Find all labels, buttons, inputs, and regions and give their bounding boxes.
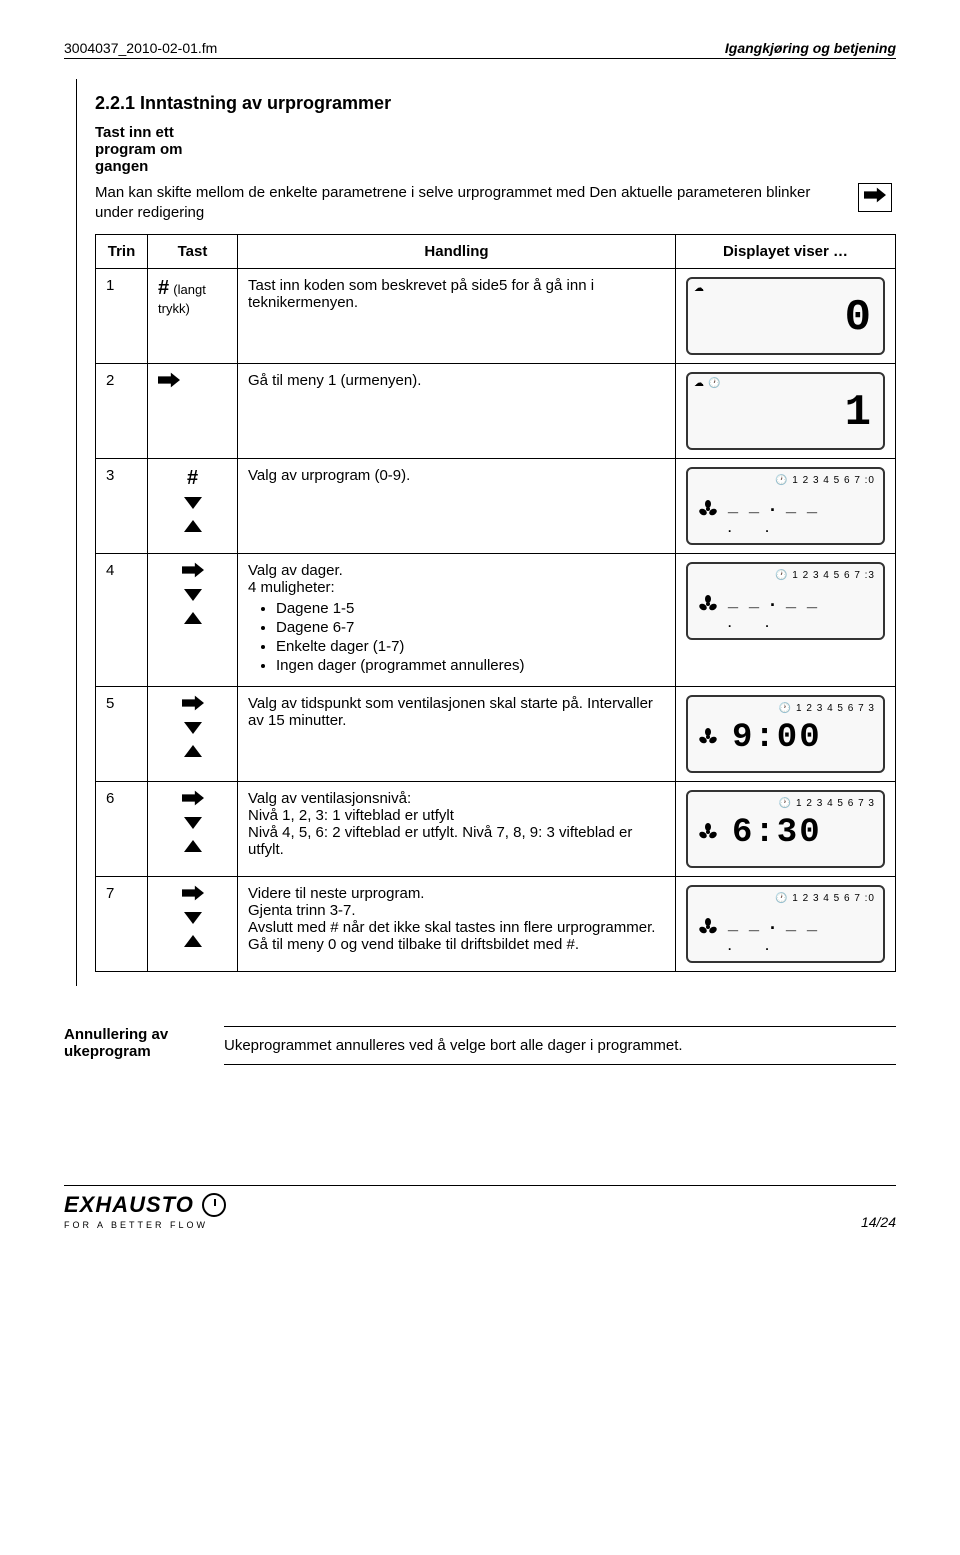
triangle-up-icon — [184, 744, 202, 761]
col-tast: Tast — [148, 234, 238, 268]
triangle-down-icon — [184, 911, 202, 928]
sub-label-line1: Tast inn ett — [95, 124, 896, 141]
display-cell: 🕐 1 2 3 4 5 6 7 :0_ _ . _ _. . — [676, 458, 896, 553]
page-number: 14/24 — [861, 1214, 896, 1230]
handling-cell: Tast inn koden som beskrevet på side5 fo… — [238, 268, 676, 363]
lcd-display: 🕐 1 2 3 4 5 6 7 39:00 — [686, 695, 885, 773]
table-row: 7 Videre til neste urprogram. Gjenta trin… — [96, 876, 896, 971]
handling-cell: Gå til meny 1 (urmenyen). — [238, 363, 676, 458]
table-row: 4Valg av dager.4 muligheter:Dagene 1-5Da… — [96, 553, 896, 686]
triangle-up-icon — [184, 519, 202, 536]
handling-cell: Videre til neste urprogram. Gjenta trinn… — [238, 876, 676, 971]
header-rule — [64, 58, 896, 59]
triangle-up-icon — [184, 611, 202, 628]
triangle-up-icon — [184, 839, 202, 856]
footer-logo: EXHAUSTO FOR A BETTER FLOW — [64, 1192, 226, 1230]
arrow-right-icon — [158, 375, 180, 392]
display-cell: ☁0 — [676, 268, 896, 363]
col-trin: Trin — [96, 234, 148, 268]
trin-cell: 6 — [96, 781, 148, 876]
sub-heading: Tast inn ett program om gangen — [95, 124, 896, 175]
lcd-display: 🕐 1 2 3 4 5 6 7 :0_ _ . _ _. . — [686, 885, 885, 963]
triangle-down-icon — [184, 588, 202, 605]
triangle-down-icon — [184, 496, 202, 513]
handling-cell: Valg av ventilasjonsnivå: Nivå 1, 2, 3: … — [238, 781, 676, 876]
arrow-right-icon — [182, 885, 204, 905]
handling-title: Valg av dager. — [248, 562, 665, 579]
content-frame: 2.2.1 Inntastning av urprogrammer Tast i… — [76, 79, 896, 986]
trin-cell: 2 — [96, 363, 148, 458]
list-item: Dagene 1-5 — [276, 600, 665, 617]
arrow-right-icon — [182, 790, 204, 810]
lcd-display: 🕐 1 2 3 4 5 6 7 :3_ _ . _ _. . — [686, 562, 885, 640]
annul-label: Annullering av ukeprogram — [64, 1026, 204, 1060]
display-cell: 🕐 1 2 3 4 5 6 7 36:30 — [676, 781, 896, 876]
page-header: 3004037_2010-02-01.fm Igangkjøring og be… — [64, 40, 896, 56]
table-header-row: Trin Tast Handling Displayet viser … — [96, 234, 896, 268]
section-title: 2.2.1 Inntastning av urprogrammer — [95, 93, 896, 114]
annul-block: Annullering av ukeprogram Ukeprogrammet … — [64, 1026, 896, 1065]
annul-label-line1: Annullering av — [64, 1026, 204, 1043]
arrow-right-icon — [182, 695, 204, 715]
arrow-right-icon — [858, 183, 892, 212]
table-row: 5 Valg av tidspunkt som ventilasjonen ska… — [96, 686, 896, 781]
list-item: Dagene 6-7 — [276, 619, 665, 636]
trin-cell: 5 — [96, 686, 148, 781]
page-footer: EXHAUSTO FOR A BETTER FLOW 14/24 — [64, 1185, 896, 1230]
triangle-up-icon — [184, 934, 202, 951]
logo-tagline: FOR A BETTER FLOW — [64, 1220, 226, 1230]
tast-cell: # — [148, 458, 238, 553]
table-row: 1# (langt trykk)Tast inn koden som beskr… — [96, 268, 896, 363]
logo-circle-icon — [202, 1193, 226, 1217]
arrow-right-icon — [182, 562, 204, 582]
steps-table: Trin Tast Handling Displayet viser … 1# … — [95, 234, 896, 972]
table-row: 3 # Valg av urprogram (0-9).🕐 1 2 3 4 5 6 … — [96, 458, 896, 553]
display-cell: ☁🕐1 — [676, 363, 896, 458]
triangle-down-icon — [184, 721, 202, 738]
intro-text: Man kan skifte mellom de enkelte paramet… — [95, 183, 858, 224]
handling-cell: Valg av dager.4 muligheter:Dagene 1-5Dag… — [238, 553, 676, 686]
table-row: 2 Gå til meny 1 (urmenyen).☁🕐1 — [96, 363, 896, 458]
handling-sub: 4 muligheter: — [248, 579, 665, 596]
trin-cell: 7 — [96, 876, 148, 971]
sub-label-line2: program om — [95, 141, 896, 158]
tast-cell — [148, 781, 238, 876]
col-handling: Handling — [238, 234, 676, 268]
intro-row: Man kan skifte mellom de enkelte paramet… — [95, 183, 896, 224]
tast-cell — [148, 553, 238, 686]
trin-cell: 1 — [96, 268, 148, 363]
list-item: Enkelte dager (1-7) — [276, 638, 665, 655]
display-cell: 🕐 1 2 3 4 5 6 7 :0_ _ . _ _. . — [676, 876, 896, 971]
lcd-display: 🕐 1 2 3 4 5 6 7 36:30 — [686, 790, 885, 868]
annul-label-line2: ukeprogram — [64, 1043, 204, 1060]
header-right: Igangkjøring og betjening — [725, 40, 896, 56]
hash-icon: # — [158, 277, 169, 299]
header-left: 3004037_2010-02-01.fm — [64, 40, 217, 56]
tast-cell — [148, 363, 238, 458]
annul-text: Ukeprogrammet annulleres ved å velge bor… — [224, 1026, 896, 1065]
lcd-display: 🕐 1 2 3 4 5 6 7 :0_ _ . _ _. . — [686, 467, 885, 545]
handling-cell: Valg av urprogram (0-9). — [238, 458, 676, 553]
tast-cell — [148, 876, 238, 971]
lcd-display: ☁0 — [686, 277, 885, 355]
display-cell: 🕐 1 2 3 4 5 6 7 39:00 — [676, 686, 896, 781]
trin-cell: 3 — [96, 458, 148, 553]
hash-icon: # — [187, 467, 198, 490]
list-item: Ingen dager (programmet annulleres) — [276, 657, 665, 674]
triangle-down-icon — [184, 816, 202, 833]
lcd-display: ☁🕐1 — [686, 372, 885, 450]
page: 3004037_2010-02-01.fm Igangkjøring og be… — [0, 0, 960, 1260]
tast-cell — [148, 686, 238, 781]
table-row: 6 Valg av ventilasjonsnivå: Nivå 1, 2, 3:… — [96, 781, 896, 876]
sub-label-line3: gangen — [95, 158, 896, 175]
col-display: Displayet viser … — [676, 234, 896, 268]
bullet-list: Dagene 1-5 Dagene 6-7 Enkelte dager (1-7) I… — [248, 600, 665, 674]
display-cell: 🕐 1 2 3 4 5 6 7 :3_ _ . _ _. . — [676, 553, 896, 686]
trin-cell: 4 — [96, 553, 148, 686]
tast-cell: # (langt trykk) — [148, 268, 238, 363]
logo-text: EXHAUSTO — [64, 1192, 194, 1218]
handling-cell: Valg av tidspunkt som ventilasjonen skal… — [238, 686, 676, 781]
